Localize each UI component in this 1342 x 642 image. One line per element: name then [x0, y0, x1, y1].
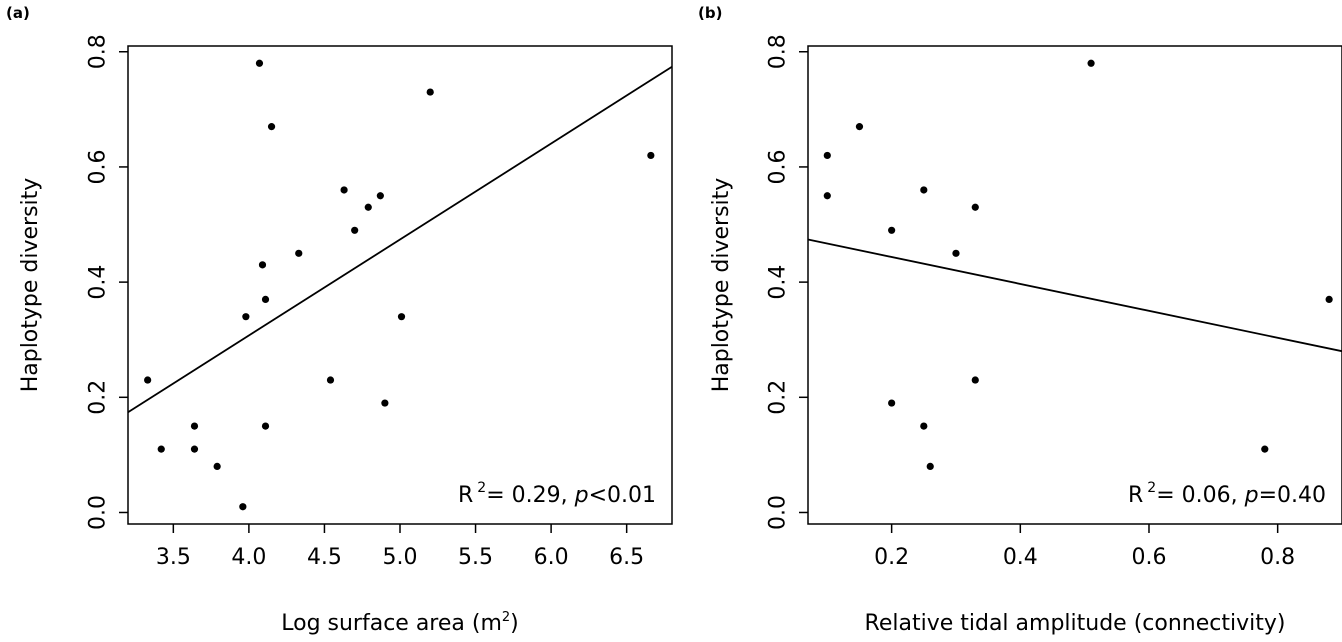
panel-a-x-tick-label: 5.5 [458, 545, 493, 570]
panel-a-y-tick-label: 0.8 [86, 34, 111, 69]
panel-a-x-tick-label: 6.0 [534, 545, 569, 570]
panel-b-x-axis-title: Relative tidal amplitude (connectivity) [865, 611, 1286, 636]
panel-b-data-point [1325, 295, 1333, 303]
panel-a-y-axis-title: Haplotype diversity [18, 178, 43, 393]
panel-a-y-tick-label: 0.4 [86, 265, 111, 300]
panel-b-data-point [920, 422, 928, 430]
panel-a-data-point [213, 462, 221, 471]
panel-b: (b) 0.2 0.4 0.6 0.8 0.0 0.2 0.4 0.6 0.8 Relativ… [698, 4, 1342, 636]
panel-a-data-point [190, 445, 199, 453]
panel-b-fit-line [807, 238, 1342, 353]
panel-b-data-point [823, 192, 831, 200]
panel-a-points [144, 59, 655, 511]
panel-b-data-point [920, 186, 928, 194]
panel-a-data-point [261, 295, 270, 303]
panel-b-data-point [1087, 59, 1095, 67]
panel-a: (a) 3.5 4.0 4.5 5.0 5.5 6.0 6.5 0.00.20.40.60.… [6, 4, 673, 636]
panel-a-data-point [364, 203, 372, 211]
panel-a-x-axis-title: Log surface area (m2) [281, 610, 519, 636]
panel-b-x-tick-label: 0.6 [1131, 545, 1166, 570]
panel-a-tag: (a) [6, 4, 30, 22]
panel-a-data-point [426, 88, 434, 96]
panel-a-data-point [261, 422, 270, 430]
panel-b-data-point [952, 249, 960, 257]
panel-a-x-tick-label: 4.5 [307, 545, 342, 570]
panel-b-points [823, 59, 1333, 471]
panel-a-x-tick-label: 5.0 [383, 545, 418, 570]
panel-a-data-point [239, 503, 247, 511]
panel-b-data-point [888, 226, 896, 234]
panel-a-fit-line [127, 65, 673, 414]
panel-a-y-tick-label: 0.2 [86, 380, 111, 415]
panel-a-y-tick-label: 0.6 [86, 149, 111, 184]
panel-a-y-tick-label: 0.0 [86, 495, 111, 530]
panel-a-y-axis: 0.0 0.2 0.4 0.6 0.8 [86, 34, 128, 530]
panel-b-y-tick-label: 0.6 [766, 149, 791, 184]
panel-a-data-point [190, 422, 199, 430]
panel-a-data-point [144, 376, 152, 384]
panel-b-x-tick-label: 0.2 [874, 545, 909, 570]
panel-a-data-point [376, 192, 384, 200]
panel-a-data-point [381, 399, 389, 407]
panel-a-data-point [255, 59, 264, 67]
panel-b-data-point [823, 151, 831, 160]
panel-b-y-tick-label: 0.4 [766, 265, 791, 300]
panel-a-x-tick-label: 6.5 [609, 545, 644, 570]
panel-a-data-point [397, 313, 406, 321]
panel-a-data-point [157, 445, 165, 453]
panel-b-plot-frame [807, 45, 1342, 525]
panel-a-data-point [267, 123, 276, 131]
panel-a-data-point [340, 186, 348, 194]
panel-b-y-axis-title: Haplotype diversity [709, 178, 734, 393]
panel-b-y-axis: 0.0 0.2 0.4 0.6 0.8 [766, 34, 808, 530]
panel-b-x-tick-label: 0.8 [1260, 545, 1295, 570]
panel-b-y-tick-label: 0.2 [766, 380, 791, 415]
panel-a-x-tick-label: 4.0 [231, 545, 266, 570]
panel-a-data-point [295, 249, 303, 257]
panel-b-tag: (b) [698, 4, 722, 22]
panel-b-data-point [1261, 445, 1269, 453]
panel-b-x-axis: 0.2 0.4 0.6 0.8 [874, 524, 1295, 570]
panel-b-data-point [971, 376, 979, 384]
panel-b-data-point [971, 203, 979, 211]
panel-a-data-point [258, 261, 267, 269]
panel-b-data-point [855, 123, 864, 131]
panel-a-data-point [351, 226, 359, 234]
panel-a-x-tick-label: 3.5 [156, 545, 191, 570]
panel-b-x-tick-label: 0.4 [1003, 545, 1038, 570]
panel-a-stats-annotation: R 2= 0.29, p<0.01 [458, 480, 656, 508]
panel-b-stats-annotation: R 2= 0.06, p=0.40 [1128, 480, 1326, 508]
panel-b-data-point [888, 399, 896, 407]
panel-a-data-point [326, 376, 335, 384]
panel-b-y-tick-label: 0.0 [766, 495, 791, 530]
panel-b-y-tick-label: 0.8 [766, 34, 791, 69]
panel-a-data-point [242, 313, 250, 321]
panel-b-data-point [926, 462, 934, 471]
panel-a-data-point [647, 151, 655, 160]
panel-a-x-axis: 3.5 4.0 4.5 5.0 5.5 6.0 6.5 [156, 524, 644, 570]
